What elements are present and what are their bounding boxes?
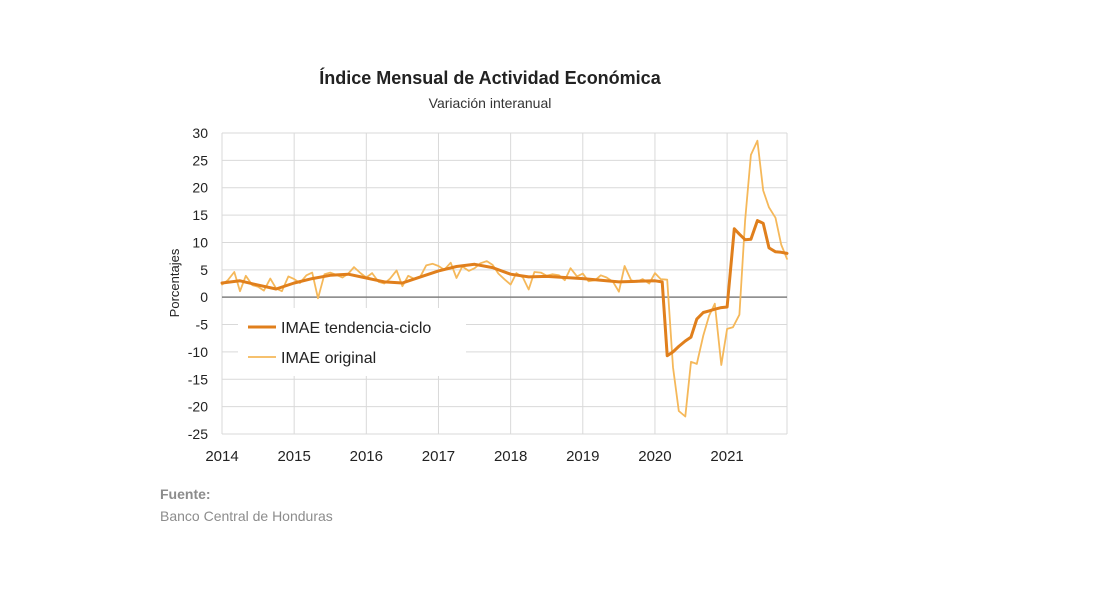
legend-label: IMAE original xyxy=(281,350,376,367)
y-tick-label: -25 xyxy=(188,426,208,442)
x-tick-label: 2018 xyxy=(494,448,527,465)
y-tick-label: 20 xyxy=(192,180,208,196)
source-label: Fuente: xyxy=(160,486,211,502)
y-tick-label: 10 xyxy=(192,234,208,250)
grid-lines xyxy=(221,132,788,435)
x-tick-label: 2020 xyxy=(638,448,671,465)
legend: IMAE tendencia-ciclo IMAE original xyxy=(238,308,466,376)
series-line-tendencia-ciclo xyxy=(220,219,789,358)
y-tick-label: 5 xyxy=(200,262,208,278)
x-tick-label: 2014 xyxy=(205,448,238,465)
y-tick-label: 30 xyxy=(192,125,208,141)
y-tick-label: 25 xyxy=(192,152,208,168)
x-tick-label: 2016 xyxy=(350,448,383,465)
series-line-original xyxy=(221,139,788,418)
legend-box xyxy=(238,308,466,376)
series-lines xyxy=(220,139,789,418)
y-axis-label: Porcentajes xyxy=(167,248,182,317)
chart-title: Índice Mensual de Actividad Económica xyxy=(319,68,661,88)
y-tick-label: 0 xyxy=(200,289,208,305)
y-tick-label: -15 xyxy=(188,371,208,387)
y-tick-label: -20 xyxy=(188,399,208,415)
y-tick-label: -10 xyxy=(188,344,208,360)
legend-label: IMAE tendencia-ciclo xyxy=(281,320,431,337)
source-text: Banco Central de Honduras xyxy=(160,508,333,524)
y-tick-label: -5 xyxy=(196,317,209,333)
x-tick-label: 2021 xyxy=(710,448,743,465)
x-tick-label: 2015 xyxy=(277,448,310,465)
chart-subtitle: Variación interanual xyxy=(428,95,552,111)
y-tick-label: 15 xyxy=(192,207,208,223)
x-tick-label: 2019 xyxy=(566,448,599,465)
x-tick-label: 2017 xyxy=(422,448,455,465)
